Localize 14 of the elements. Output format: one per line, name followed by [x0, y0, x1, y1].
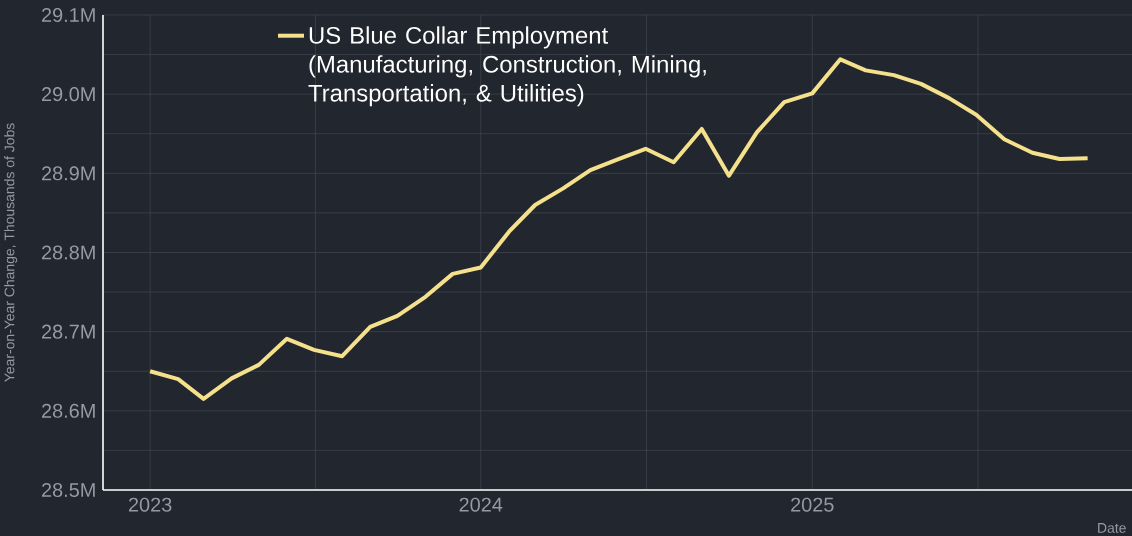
y-tick-label: 29.1M: [42, 7, 95, 23]
x-tick-label: 2025: [791, 497, 834, 512]
y-tick-label: 28.6M: [42, 403, 95, 418]
y-axis-title: Year-on-Year Change, Thousands of Jobs: [4, 123, 18, 382]
x-tick-label: 2023: [128, 497, 172, 512]
x-axis-title: Date: [1098, 523, 1126, 533]
legend-label: US Blue Collar Employment (Manufacturing, Construction, Mining, Transportation, & Utilities): [308, 26, 706, 107]
y-tick-label: 29.0M: [42, 87, 95, 102]
y-tick-label: 28.5M: [42, 482, 95, 498]
y-tick-label: 28.8M: [42, 245, 95, 260]
y-tick-label: 28.9M: [42, 166, 95, 181]
x-tick-label: 2024: [459, 497, 503, 512]
line-series: [148, 57, 1090, 401]
y-tick-label: 28.7M: [42, 324, 95, 339]
